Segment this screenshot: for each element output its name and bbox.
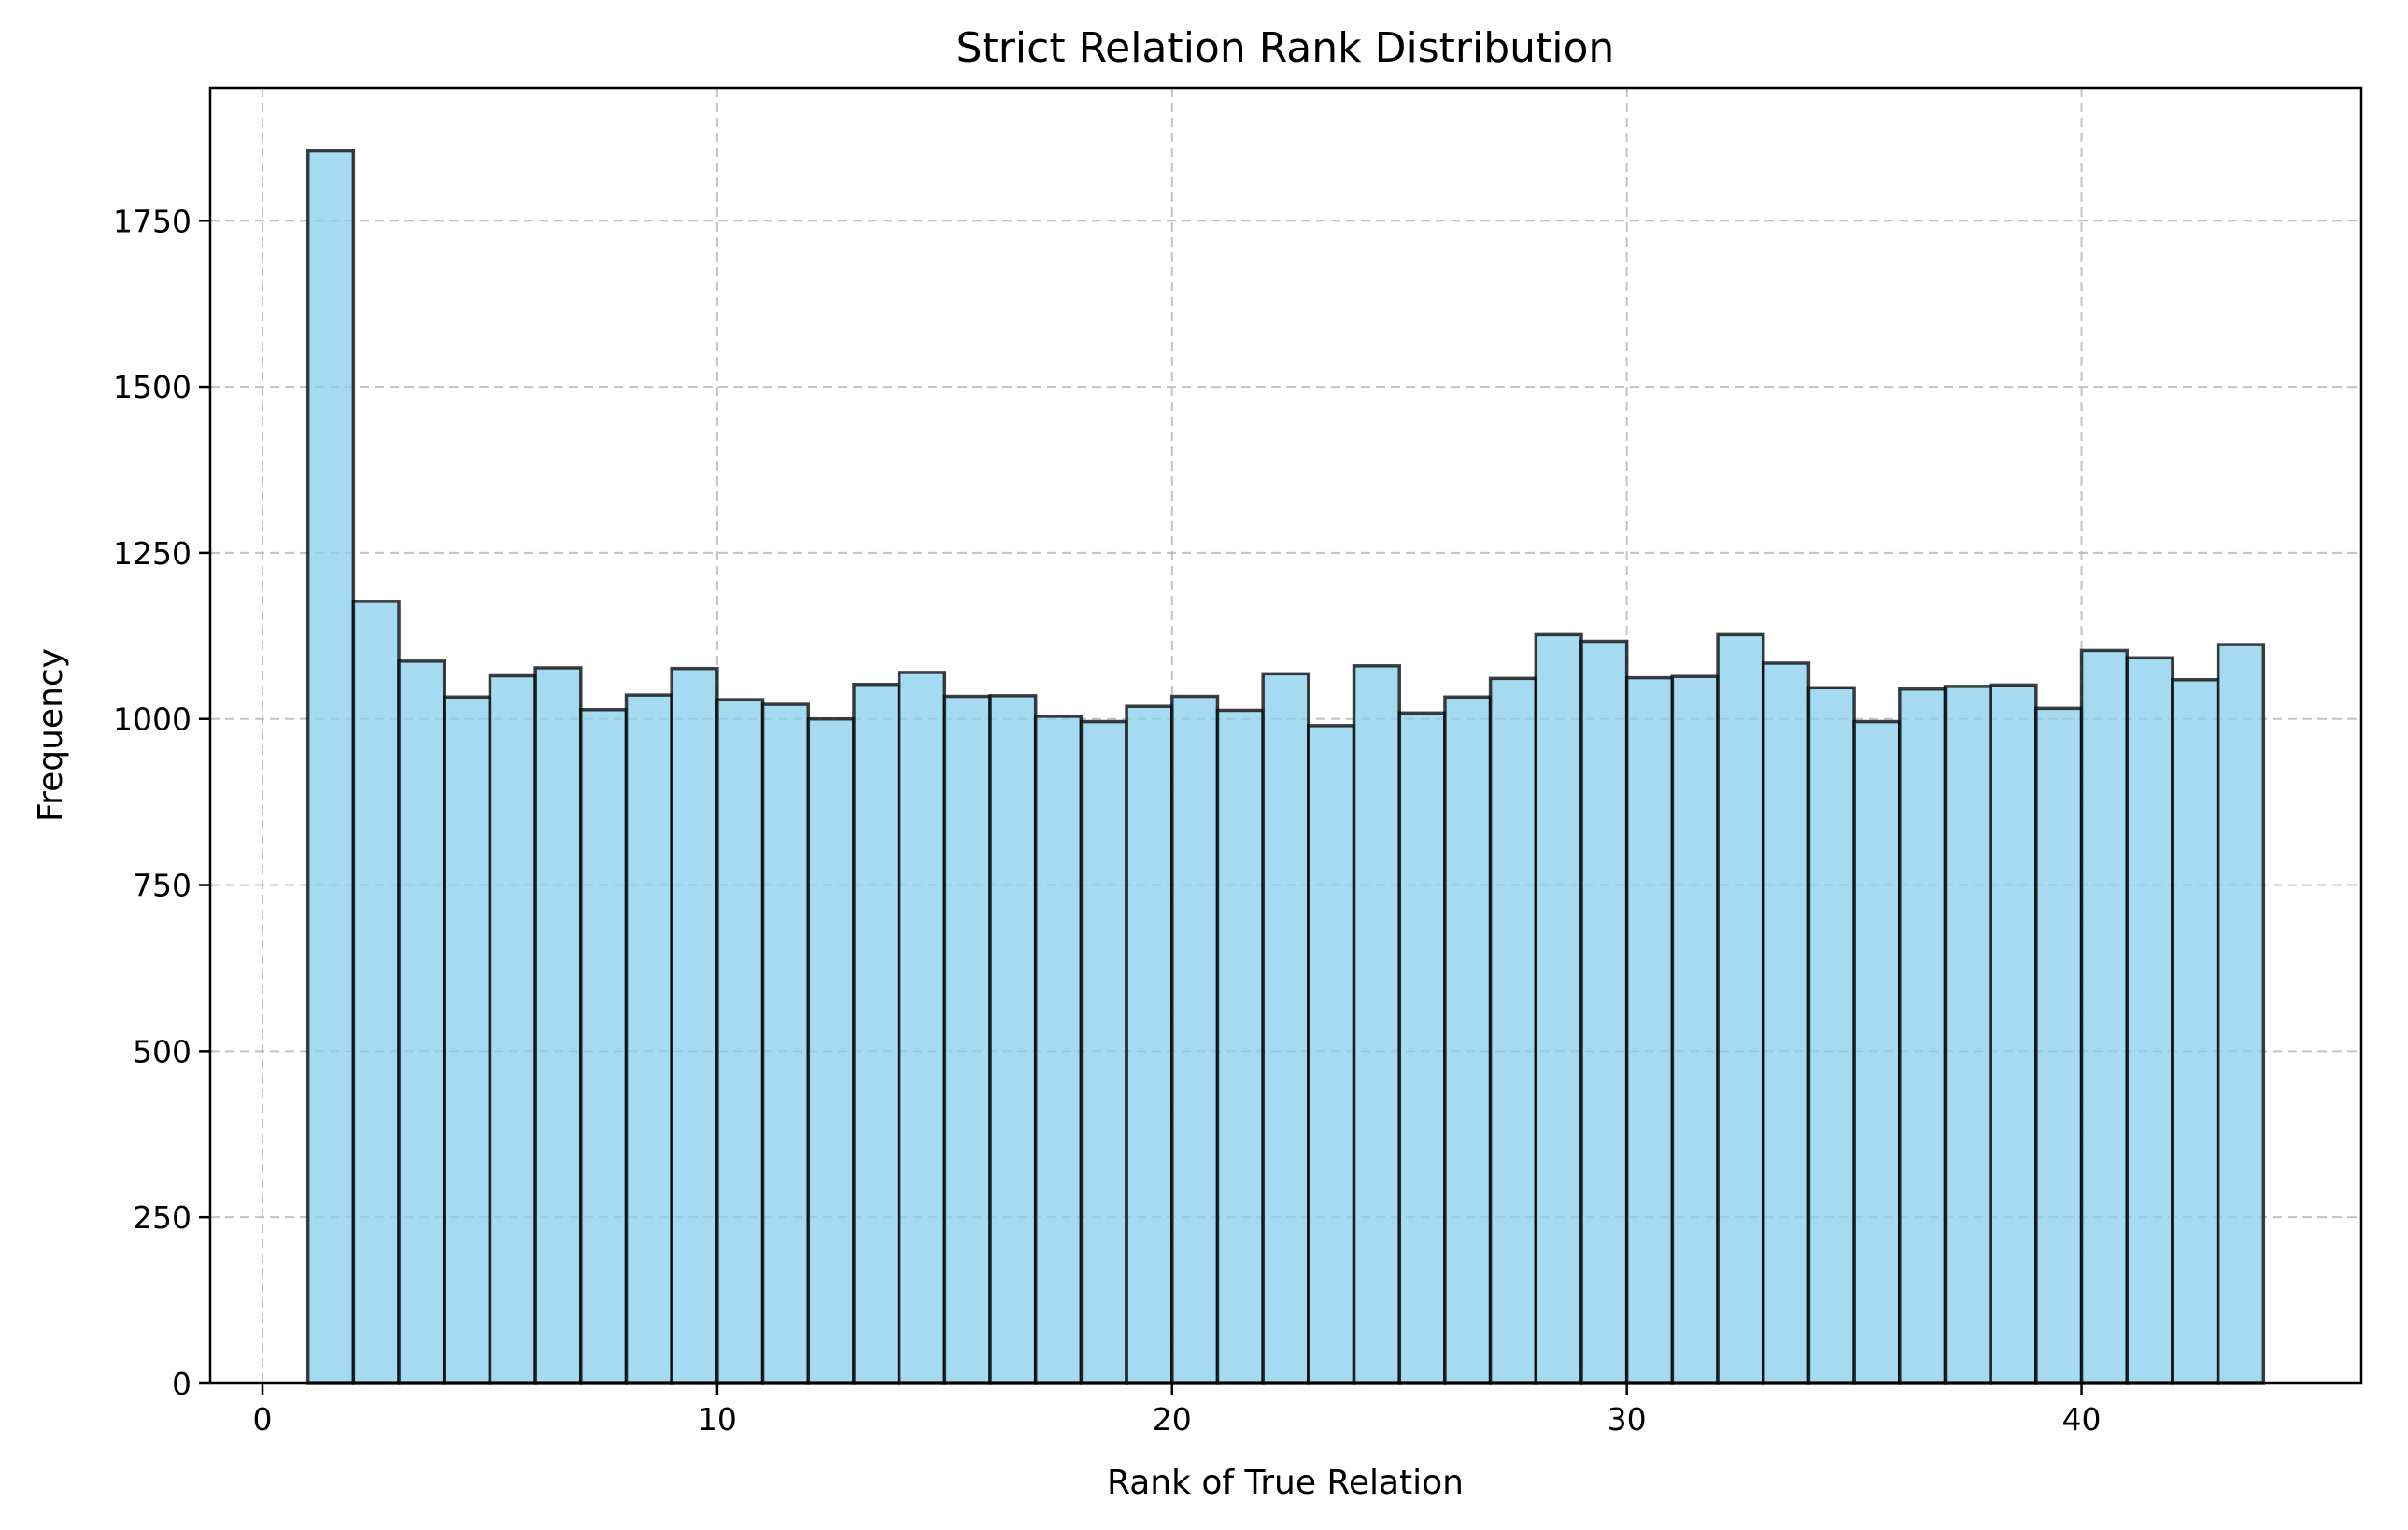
histogram-bar	[1624, 675, 1675, 1385]
histogram-bar	[1898, 687, 1948, 1385]
y-tick-label: 1250	[113, 535, 191, 572]
histogram-bar	[2034, 706, 2084, 1385]
histogram-bar	[1579, 639, 1629, 1385]
x-tick-label: 30	[1608, 1401, 1647, 1438]
histogram-bar	[1397, 711, 1447, 1385]
histogram-bar	[305, 149, 356, 1385]
y-tick-label: 250	[133, 1199, 191, 1236]
histogram-bar	[1307, 724, 1356, 1385]
histogram-bar	[2079, 648, 2130, 1385]
histogram-bar	[1716, 632, 1765, 1385]
chart-title: Strict Relation Rank Distribution	[956, 24, 1615, 72]
histogram-bar	[2171, 678, 2220, 1385]
histogram-bar	[942, 694, 992, 1385]
histogram-bar	[1170, 694, 1220, 1385]
y-tick-label: 0	[172, 1366, 191, 1402]
y-tick-label: 500	[133, 1033, 191, 1070]
histogram-bar	[1534, 632, 1583, 1385]
x-tick-label: 40	[2062, 1401, 2102, 1438]
histogram-bar	[715, 698, 765, 1385]
histogram-bar	[670, 666, 719, 1385]
histogram-bar	[1943, 685, 1992, 1385]
histogram-bar	[351, 600, 401, 1385]
histogram-bar	[1261, 672, 1310, 1385]
y-tick-label: 750	[133, 868, 191, 904]
histogram-bar	[2125, 656, 2174, 1385]
histogram-bar	[442, 695, 492, 1385]
histogram-bar	[1488, 676, 1538, 1385]
histogram-bar	[624, 693, 673, 1385]
histogram-bar	[1125, 704, 1174, 1385]
histogram-bar	[579, 708, 629, 1385]
tick-layer: 0 10 20 30 40 0 250 500 750 1000 1250 1500 1750	[113, 203, 2102, 1438]
histogram-bar	[533, 666, 583, 1385]
x-tick-label: 20	[1153, 1401, 1192, 1438]
bar-layer	[305, 149, 2266, 1385]
x-tick-label: 0	[252, 1401, 272, 1438]
histogram-bar	[897, 671, 947, 1385]
histogram-bar	[1852, 719, 1902, 1385]
y-tick-label: 1500	[113, 369, 191, 405]
histogram-bar	[988, 694, 1038, 1385]
x-tick-label: 10	[698, 1401, 737, 1438]
histogram-bar	[806, 716, 856, 1385]
histogram-bar	[397, 659, 446, 1385]
plot-frame	[208, 86, 2363, 1385]
histogram-bar	[1761, 661, 1811, 1385]
histogram-bar	[760, 702, 811, 1385]
histogram-bar	[488, 673, 537, 1385]
histogram-bar	[1079, 719, 1128, 1385]
histogram-bar	[1443, 695, 1493, 1385]
histogram-bar	[1989, 683, 2038, 1385]
y-tick-label: 1000	[113, 701, 191, 738]
histogram-bar	[1670, 674, 1720, 1385]
y-axis-label: Frequency	[32, 648, 70, 822]
histogram-bar	[1806, 686, 1856, 1385]
histogram-bar	[1033, 715, 1084, 1385]
histogram-bar	[1215, 708, 1265, 1385]
histogram-bar	[852, 682, 901, 1385]
x-axis-label: Rank of True Relation	[1107, 1464, 1464, 1502]
y-tick-label: 1750	[113, 203, 191, 239]
histogram-bar	[2216, 643, 2266, 1385]
histogram-bar	[1352, 664, 1401, 1385]
